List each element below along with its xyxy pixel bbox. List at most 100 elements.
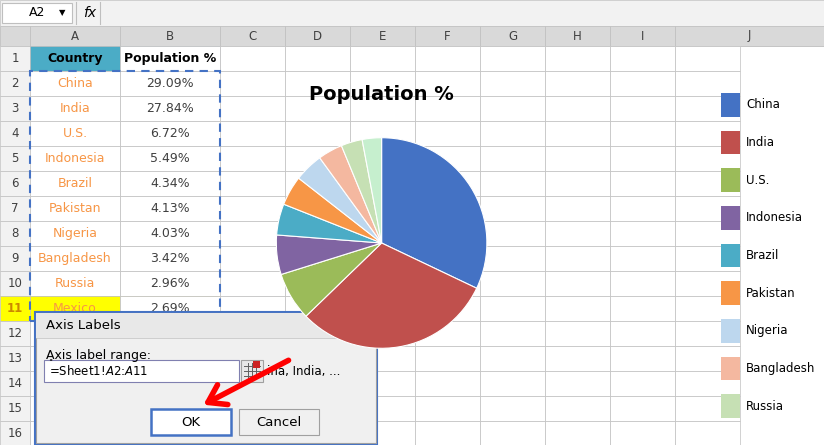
Bar [610, 396, 675, 421]
Bar [220, 96, 285, 121]
Text: Mexico: Mexico [53, 302, 97, 315]
Bar [220, 296, 285, 321]
Text: Bangladesh: Bangladesh [746, 362, 816, 375]
Bar [30, 221, 120, 246]
Bar [415, 171, 480, 196]
Bar [285, 221, 350, 246]
Text: ina, India, ...: ina, India, ... [267, 364, 340, 377]
Bar [30, 271, 120, 296]
Bar [721, 168, 740, 192]
Bar [350, 71, 415, 96]
Text: 11: 11 [7, 302, 23, 315]
Wedge shape [298, 158, 382, 243]
Bar [0, 46, 30, 71]
Bar [610, 371, 675, 396]
Text: Axis label range:: Axis label range: [46, 349, 151, 363]
Bar [415, 121, 480, 146]
Bar [0, 171, 30, 196]
Text: Pakistan: Pakistan [49, 202, 101, 215]
Bar [30, 321, 120, 346]
Bar [0, 246, 30, 271]
Bar [120, 146, 220, 171]
Bar [350, 146, 415, 171]
Text: 7: 7 [12, 202, 19, 215]
Bar [120, 96, 220, 121]
Bar [30, 396, 120, 421]
Bar [350, 396, 415, 421]
Bar [253, 361, 260, 368]
Wedge shape [306, 243, 476, 348]
Bar [350, 321, 415, 346]
Bar [30, 371, 120, 396]
Bar [285, 246, 350, 271]
Text: 14: 14 [7, 377, 22, 390]
Bar [220, 146, 285, 171]
Bar [480, 171, 545, 196]
Bar [285, 421, 350, 445]
Bar [415, 271, 480, 296]
Text: China: China [746, 98, 780, 111]
Bar [30, 46, 120, 71]
Bar [0, 346, 30, 371]
Bar [350, 46, 415, 71]
Bar [545, 346, 610, 371]
Wedge shape [362, 138, 382, 243]
Bar [545, 121, 610, 146]
Bar [545, 71, 610, 96]
Bar [675, 46, 740, 71]
Text: Population %: Population % [124, 52, 216, 65]
Bar [350, 346, 415, 371]
Text: Indonesia: Indonesia [746, 211, 803, 224]
Bar [0, 71, 30, 96]
Bar [30, 26, 120, 46]
Text: A: A [71, 29, 79, 43]
Bar [610, 71, 675, 96]
Bar [545, 146, 610, 171]
Text: ▼: ▼ [59, 8, 65, 17]
Bar [415, 371, 480, 396]
Bar [675, 246, 740, 271]
Bar [0, 26, 30, 46]
Bar [721, 206, 740, 230]
Text: 1: 1 [12, 52, 19, 65]
Text: D: D [313, 29, 322, 43]
Bar [285, 271, 350, 296]
Bar [0, 396, 30, 421]
Bar [545, 271, 610, 296]
Bar [0, 26, 824, 46]
Bar [480, 146, 545, 171]
Bar [0, 146, 30, 171]
Bar [480, 46, 545, 71]
Bar [30, 146, 120, 171]
Text: 3.42%: 3.42% [150, 252, 190, 265]
Bar [120, 421, 220, 445]
Bar [151, 409, 231, 435]
Text: 16: 16 [7, 427, 22, 440]
Bar [415, 396, 480, 421]
Text: Nigeria: Nigeria [53, 227, 97, 240]
Bar [2, 3, 72, 23]
Bar [285, 46, 350, 71]
Bar [480, 421, 545, 445]
Bar [480, 96, 545, 121]
Bar [120, 71, 220, 96]
Bar [220, 396, 285, 421]
Text: U.S.: U.S. [63, 127, 87, 140]
Bar [285, 346, 350, 371]
Bar [285, 171, 350, 196]
Text: Brazil: Brazil [58, 177, 92, 190]
Bar [120, 246, 220, 271]
Bar [675, 421, 740, 445]
Bar [220, 321, 285, 346]
Bar [220, 121, 285, 146]
Bar [545, 296, 610, 321]
Bar [36, 313, 376, 443]
Bar [545, 26, 610, 46]
Text: 8: 8 [12, 227, 19, 240]
Bar [0, 421, 30, 445]
Bar [0, 321, 30, 346]
Bar [610, 296, 675, 321]
Bar [120, 421, 220, 445]
Bar [415, 246, 480, 271]
Text: 29.09%: 29.09% [146, 77, 194, 90]
